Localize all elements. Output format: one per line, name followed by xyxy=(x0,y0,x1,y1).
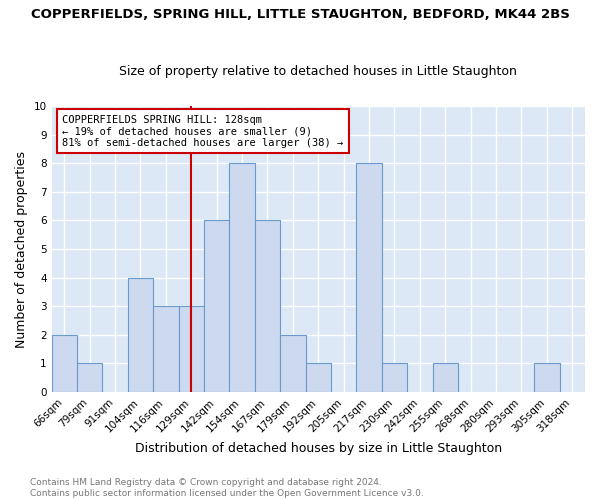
Bar xyxy=(128,278,153,392)
Bar xyxy=(153,306,179,392)
Title: Size of property relative to detached houses in Little Staughton: Size of property relative to detached ho… xyxy=(119,66,517,78)
Text: COPPERFIELDS, SPRING HILL, LITTLE STAUGHTON, BEDFORD, MK44 2BS: COPPERFIELDS, SPRING HILL, LITTLE STAUGH… xyxy=(31,8,569,20)
Bar xyxy=(255,220,280,392)
Bar xyxy=(77,364,103,392)
Bar xyxy=(534,364,560,392)
Bar xyxy=(280,335,305,392)
Bar xyxy=(356,163,382,392)
X-axis label: Distribution of detached houses by size in Little Staughton: Distribution of detached houses by size … xyxy=(135,442,502,455)
Bar xyxy=(382,364,407,392)
Bar xyxy=(229,163,255,392)
Text: COPPERFIELDS SPRING HILL: 128sqm
← 19% of detached houses are smaller (9)
81% of: COPPERFIELDS SPRING HILL: 128sqm ← 19% o… xyxy=(62,114,343,148)
Bar xyxy=(52,335,77,392)
Bar xyxy=(204,220,229,392)
Bar xyxy=(179,306,204,392)
Text: Contains HM Land Registry data © Crown copyright and database right 2024.
Contai: Contains HM Land Registry data © Crown c… xyxy=(30,478,424,498)
Bar xyxy=(433,364,458,392)
Y-axis label: Number of detached properties: Number of detached properties xyxy=(15,150,28,348)
Bar xyxy=(305,364,331,392)
